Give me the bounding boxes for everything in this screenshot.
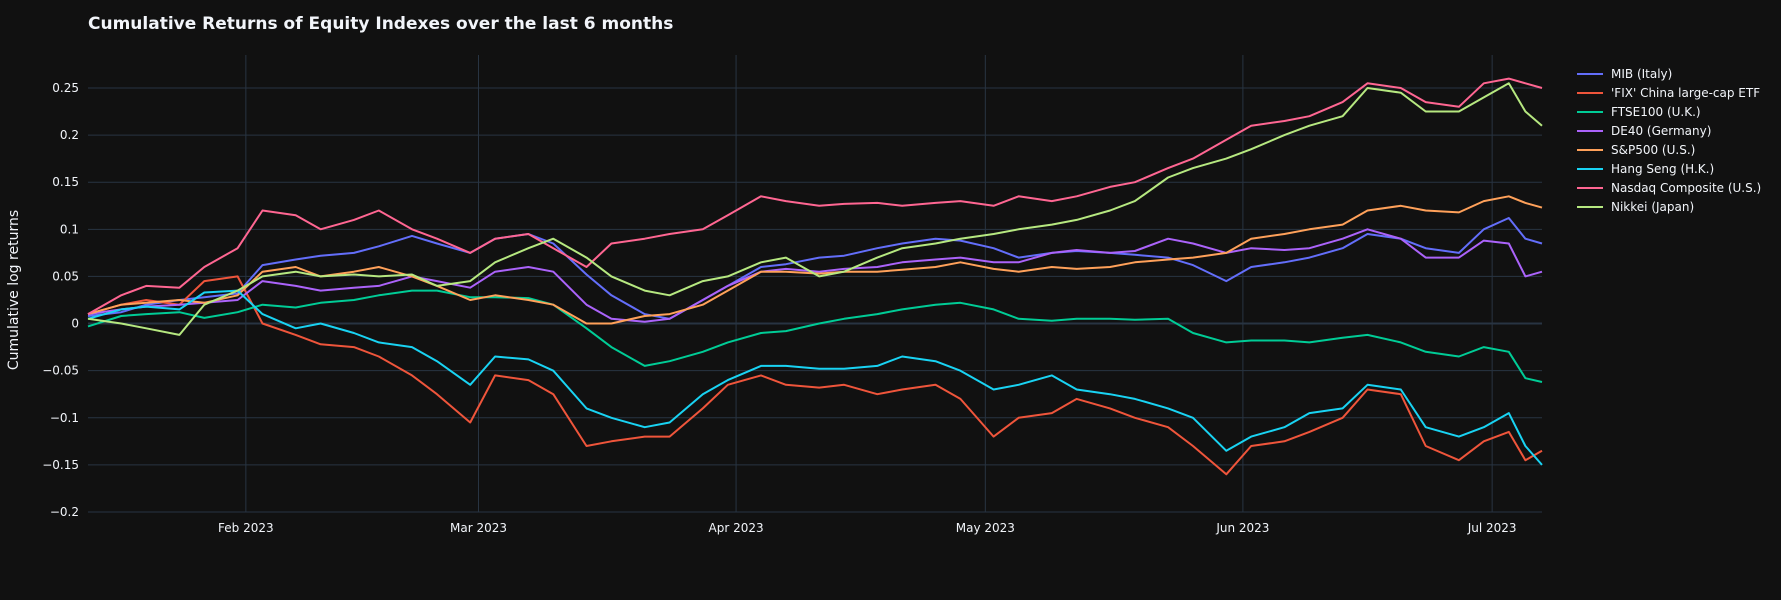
legend-label: Nikkei (Japan) [1611,200,1694,214]
legend-item[interactable]: MIB (Italy) [1577,67,1672,81]
y-tick-label: 0.2 [60,128,79,142]
legend-item[interactable]: Nasdaq Composite (U.S.) [1577,181,1761,195]
y-axis-title: Cumulative log returns [6,210,22,370]
series-line[interactable] [87,217,1543,320]
legend-label: S&P500 (U.S.) [1611,143,1695,157]
y-tick-label: 0 [71,317,79,331]
x-tick-label: May 2023 [956,521,1015,535]
series-line[interactable] [87,289,1543,466]
legend[interactable]: MIB (Italy) 'FIX' China large-cap ETF FTSE… [1577,67,1761,214]
legend-item[interactable]: 'FIX' China large-cap ETF [1577,86,1760,100]
x-tick-label: Jun 2023 [1215,521,1269,535]
x-tick-label: Feb 2023 [218,521,274,535]
legend-item[interactable]: DE40 (Germany) [1577,124,1711,138]
legend-label: FTSE100 (U.K.) [1611,105,1701,119]
legend-item[interactable]: Hang Seng (H.K.) [1577,162,1714,176]
x-tick-label: Apr 2023 [709,521,764,535]
legend-label: DE40 (Germany) [1611,124,1711,138]
chart-title: Cumulative Returns of Equity Indexes ove… [88,14,673,34]
series-line[interactable] [87,82,1543,336]
y-tick-label: −0.05 [42,364,79,378]
y-tick-label: 0.1 [60,222,79,236]
plot-area[interactable] [87,77,1543,476]
y-tick-label: −0.1 [50,411,79,425]
y-tick-label: 0.15 [52,175,79,189]
legend-label: Nasdaq Composite (U.S.) [1611,181,1761,195]
series-line[interactable] [87,195,1543,325]
y-tick-label: −0.2 [50,505,79,519]
x-tick-label: Jul 2023 [1467,521,1517,535]
legend-label: MIB (Italy) [1611,67,1672,81]
legend-item[interactable]: S&P500 (U.S.) [1577,143,1695,157]
series-line[interactable] [87,275,1543,476]
y-tick-label: −0.15 [42,458,79,472]
legend-item[interactable]: FTSE100 (U.K.) [1577,105,1701,119]
legend-label: 'FIX' China large-cap ETF [1611,86,1760,100]
legend-item[interactable]: Nikkei (Japan) [1577,200,1694,214]
series-line[interactable] [87,228,1543,323]
y-tick-label: 0.25 [52,81,79,95]
series-line[interactable] [87,77,1543,315]
x-axis-ticks: Feb 2023 Mar 2023 Apr 2023 May 2023 Jun 2023… [218,521,1517,535]
legend-label: Hang Seng (H.K.) [1611,162,1714,176]
series-line[interactable] [87,289,1543,383]
x-tick-label: Mar 2023 [450,521,507,535]
y-axis-ticks: 0.25 0.2 0.15 0.1 0.05 0 −0.05 −0.1 −0.15 −0.2 [42,81,79,519]
y-tick-label: 0.05 [52,269,79,283]
